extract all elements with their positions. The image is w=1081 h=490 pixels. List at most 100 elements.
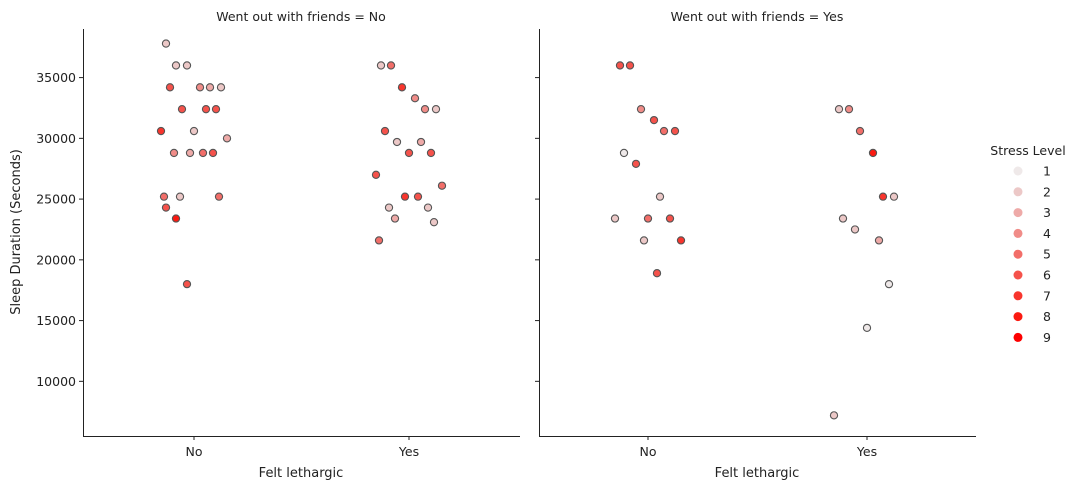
data-point [615,61,625,70]
x-tick-label: No [640,444,657,459]
facet-right-points [610,61,899,420]
data-point [868,148,878,158]
data-point [670,126,680,136]
data-point [175,192,185,201]
data-point [392,137,402,147]
facet-right-x-axis-label: Felt lethargic [715,466,800,481]
legend-label: 7 [1043,288,1051,303]
data-point [195,83,205,92]
legend-label: 4 [1043,226,1051,241]
data-point [182,279,192,289]
y-axis-label: Sleep Duration (Seconds) [9,149,24,315]
data-point [884,279,894,289]
data-point [198,148,208,158]
data-point [156,126,166,136]
data-point [211,105,221,114]
facet-left-x-axis-label: Felt lethargic [259,466,344,481]
legend-marker [1013,228,1023,238]
facet-right-title: Went out with friends = Yes [671,9,844,24]
legend-marker [1013,270,1023,280]
data-point [208,148,218,158]
facet-left-points [156,39,447,289]
facet-left-x-ticks: No Yes [186,436,419,459]
data-point [171,61,181,70]
data-point [855,126,865,136]
data-point [834,105,844,114]
data-point [380,126,390,136]
legend-marker [1013,249,1023,259]
data-point [676,236,686,245]
data-point [416,137,426,147]
data-point [201,105,211,114]
data-point [182,61,192,70]
legend-label: 5 [1043,247,1051,262]
x-tick-label: No [186,444,203,459]
legend-marker [1013,291,1023,301]
y-tick-label: 20000 [36,252,76,267]
data-point [889,192,899,201]
data-point [431,105,441,114]
data-point [850,225,860,234]
data-point [665,214,675,223]
data-point [655,192,665,201]
data-point [404,148,414,158]
legend-label: 2 [1043,184,1051,199]
data-point [659,126,669,136]
data-point [171,214,181,223]
data-point [384,203,394,212]
data-point [636,105,646,114]
data-point [374,236,384,245]
y-tick-label: 25000 [36,192,76,207]
legend-items: 1 2 3 4 5 6 7 8 9 [1013,164,1051,345]
data-point [205,83,215,92]
legend-marker [1013,166,1023,176]
data-point [610,214,620,223]
facet-left-y-ticks: 10000 15000 20000 25000 30000 35000 [36,70,83,389]
data-point [829,411,839,420]
data-point [643,214,653,223]
x-tick-label: Yes [398,444,419,459]
data-point [386,61,396,70]
legend-marker [1013,187,1023,197]
data-point [161,39,171,48]
data-point [165,83,175,92]
data-point [413,192,423,201]
legend-label: 8 [1043,309,1051,324]
data-point [410,94,420,103]
data-point [371,170,381,179]
data-point [222,134,232,143]
y-tick-label: 35000 [36,70,76,85]
legend-label: 6 [1043,268,1051,283]
data-point [625,61,635,70]
data-point [216,83,226,92]
data-point [161,203,171,212]
facet-right-x-ticks: No Yes [640,436,877,459]
data-point [838,214,848,223]
data-point [652,269,662,278]
y-tick-label: 30000 [36,131,76,146]
data-point [397,83,407,92]
data-point [649,115,659,125]
data-point [185,148,195,158]
data-point [177,105,187,114]
data-point [426,148,436,158]
data-point [423,203,433,212]
data-point [376,61,386,70]
facet-right-y-ticks [535,77,539,382]
data-point [189,126,199,136]
legend-marker [1013,332,1023,342]
data-point [400,192,410,201]
data-point [214,192,224,201]
facet-left: Went out with friends = No 10000 15000 200… [36,9,520,481]
legend-marker [1013,312,1023,322]
legend-marker [1013,208,1023,218]
y-tick-label: 10000 [36,374,76,389]
data-point [169,148,179,158]
legend-title: Stress Level [990,143,1065,158]
data-point [429,218,439,227]
legend-label: 9 [1043,330,1051,345]
data-point [631,159,641,169]
data-point [390,214,400,223]
data-point [437,181,447,190]
x-tick-label: Yes [856,444,877,459]
